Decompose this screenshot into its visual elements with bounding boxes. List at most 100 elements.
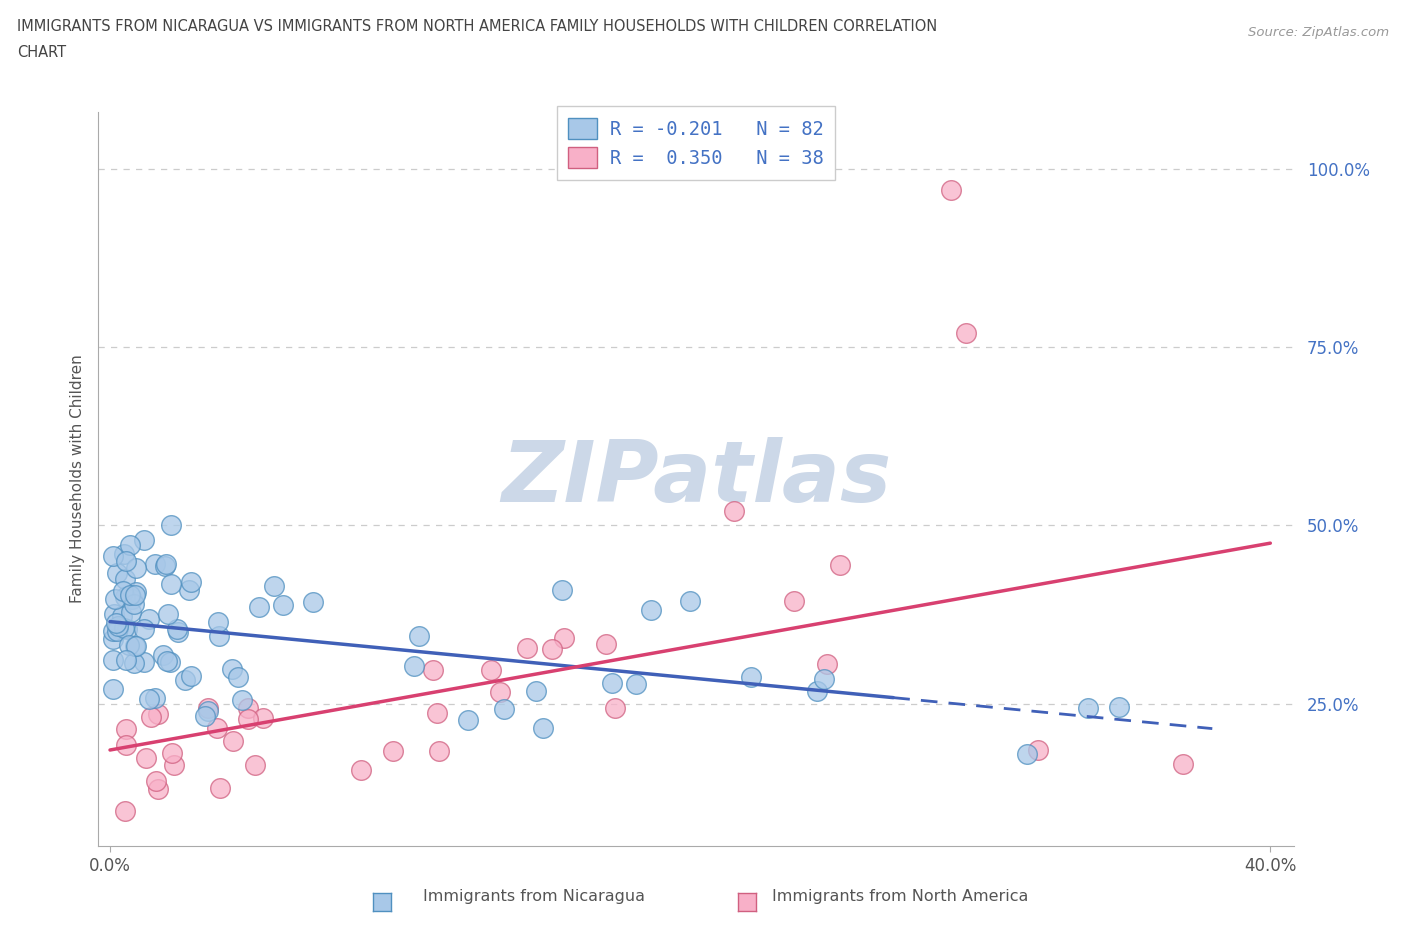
- Text: CHART: CHART: [17, 45, 66, 60]
- Text: Source: ZipAtlas.com: Source: ZipAtlas.com: [1249, 26, 1389, 39]
- Point: [101, 631, 124, 646]
- Point: [146, 707, 169, 722]
- Point: [595, 637, 617, 652]
- Point: [132, 532, 155, 547]
- Point: [180, 574, 202, 589]
- Point: [125, 638, 148, 653]
- Point: [124, 584, 146, 599]
- Point: [541, 642, 564, 657]
- Point: [120, 604, 142, 619]
- Point: [427, 743, 450, 758]
- Point: [101, 653, 124, 668]
- Point: [813, 671, 835, 686]
- Point: [208, 780, 231, 795]
- Text: Immigrants from North America: Immigrants from North America: [772, 889, 1028, 904]
- Point: [115, 652, 138, 667]
- Point: [815, 657, 838, 671]
- Point: [115, 721, 138, 736]
- Point: [105, 616, 128, 631]
- Point: [122, 656, 145, 671]
- Point: [723, 504, 745, 519]
- Point: [118, 538, 141, 552]
- Point: [252, 711, 274, 726]
- Point: [488, 684, 510, 699]
- Point: [112, 621, 135, 636]
- Point: [101, 549, 124, 564]
- Point: [145, 773, 167, 788]
- Point: [531, 721, 554, 736]
- Point: [1026, 742, 1049, 757]
- Point: [104, 591, 127, 606]
- Point: [626, 676, 648, 691]
- Point: [553, 631, 575, 645]
- Point: [402, 658, 425, 673]
- Y-axis label: Family Households with Children: Family Households with Children: [69, 354, 84, 604]
- Text: ZIPatlas: ZIPatlas: [501, 437, 891, 521]
- Point: [160, 518, 183, 533]
- Point: [118, 588, 141, 603]
- Text: Immigrants from Nicaragua: Immigrants from Nicaragua: [423, 889, 645, 904]
- Point: [135, 751, 157, 765]
- Point: [114, 590, 136, 604]
- Point: [806, 684, 828, 698]
- Point: [221, 734, 243, 749]
- Point: [516, 641, 538, 656]
- Point: [207, 615, 229, 630]
- Point: [162, 757, 184, 772]
- Point: [124, 638, 146, 653]
- Point: [115, 621, 138, 636]
- Point: [125, 561, 148, 576]
- Point: [479, 662, 502, 677]
- Point: [1015, 746, 1038, 761]
- Point: [174, 672, 197, 687]
- Point: [197, 700, 219, 715]
- Point: [114, 804, 136, 818]
- Point: [143, 557, 166, 572]
- Point: [422, 663, 444, 678]
- Point: [740, 670, 762, 684]
- Point: [226, 670, 249, 684]
- Point: [197, 704, 219, 719]
- Point: [122, 596, 145, 611]
- Point: [208, 629, 231, 644]
- Point: [238, 711, 260, 726]
- Point: [828, 558, 851, 573]
- Point: [263, 578, 285, 593]
- Point: [134, 655, 156, 670]
- Point: [302, 594, 325, 609]
- Point: [121, 591, 143, 606]
- Point: [112, 584, 135, 599]
- Point: [160, 746, 183, 761]
- Point: [159, 655, 181, 670]
- Point: [105, 624, 128, 639]
- Point: [426, 705, 449, 720]
- Point: [107, 618, 129, 633]
- Point: [115, 737, 138, 752]
- Point: [408, 629, 430, 644]
- Point: [115, 553, 138, 568]
- Point: [166, 625, 188, 640]
- Point: [551, 582, 574, 597]
- Point: [143, 691, 166, 706]
- Point: [101, 681, 124, 696]
- Point: [118, 638, 141, 653]
- Point: [271, 598, 294, 613]
- Point: [524, 684, 547, 698]
- Point: [783, 594, 806, 609]
- Point: [494, 701, 516, 716]
- Point: [146, 781, 169, 796]
- Point: [101, 623, 124, 638]
- Text: IMMIGRANTS FROM NICARAGUA VS IMMIGRANTS FROM NORTH AMERICA FAMILY HOUSEHOLDS WIT: IMMIGRANTS FROM NICARAGUA VS IMMIGRANTS …: [17, 19, 938, 33]
- Point: [153, 559, 176, 574]
- Point: [134, 621, 156, 636]
- Point: [221, 661, 243, 676]
- Point: [124, 588, 146, 603]
- Point: [941, 182, 963, 197]
- Point: [159, 577, 181, 591]
- Point: [382, 744, 405, 759]
- Point: [247, 600, 270, 615]
- Point: [180, 669, 202, 684]
- Point: [114, 572, 136, 587]
- Point: [177, 582, 200, 597]
- Point: [350, 763, 373, 777]
